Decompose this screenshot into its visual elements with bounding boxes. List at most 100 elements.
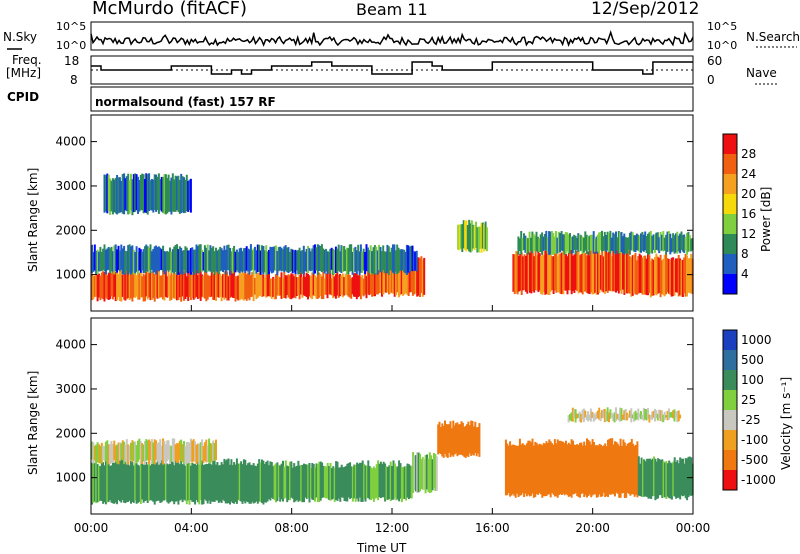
data-cell: [227, 458, 230, 504]
data-cell: [674, 411, 677, 418]
data-cell: [516, 251, 519, 295]
data-cell: [284, 245, 287, 271]
data-cell: [219, 465, 222, 502]
data-cell: [125, 464, 128, 503]
data-cell: [373, 245, 376, 275]
data-cell: [149, 180, 152, 211]
data-cell: [513, 444, 516, 496]
data-cell: [399, 249, 401, 271]
data-cell: [224, 249, 227, 275]
data-cell: [114, 271, 117, 302]
data-cell: [251, 272, 254, 297]
data-cell: [242, 459, 245, 502]
data-cell: [189, 465, 192, 501]
data-cell: [241, 251, 244, 273]
data-cell: [238, 463, 241, 501]
data-cell: [539, 234, 542, 252]
data-cell: [171, 461, 174, 502]
data-cell: [99, 445, 102, 464]
data-cell: [587, 236, 590, 250]
data-cell: [131, 268, 134, 302]
data-cell: [159, 247, 162, 271]
data-cell: [535, 231, 538, 252]
data-cell: [346, 463, 349, 502]
data-cell: [288, 275, 291, 299]
data-cell: [545, 249, 548, 294]
data-cell: [287, 247, 290, 274]
data-cell: [276, 271, 279, 296]
data-cell: [230, 269, 233, 297]
data-cell: [616, 237, 619, 251]
data-cell: [580, 442, 583, 494]
data-cell: [194, 249, 197, 274]
data-cell: [655, 253, 658, 296]
data-cell: [210, 443, 213, 462]
data-cell: [155, 245, 158, 275]
data-cell: [157, 442, 160, 465]
colorbar-label: 25: [741, 393, 756, 407]
data-cell: [340, 275, 343, 296]
data-cell: [581, 236, 584, 254]
data-cell: [668, 460, 671, 499]
data-cell: [549, 231, 552, 255]
data-cell: [222, 250, 224, 272]
data-cell: [602, 256, 605, 293]
colorbar-label: 20: [741, 187, 756, 201]
data-cell: [178, 464, 181, 501]
data-cell: [559, 253, 562, 294]
data-cell: [315, 277, 318, 299]
data-cell: [632, 443, 635, 495]
data-cell: [125, 176, 128, 212]
data-cell: [102, 248, 105, 270]
data-cell: [652, 234, 655, 250]
data-cell: [104, 269, 107, 298]
data-cell: [305, 464, 308, 499]
data-cell: [624, 236, 627, 254]
data-cell: [212, 440, 215, 461]
data-cell: [160, 460, 163, 503]
data-cell: [336, 271, 339, 296]
data-cell: [215, 439, 217, 461]
data-cell: [387, 246, 390, 275]
data-cell: [381, 464, 384, 498]
data-cell: [286, 465, 289, 503]
data-cell: [163, 174, 166, 214]
data-cell: [106, 173, 109, 214]
data-cell: [176, 244, 178, 275]
data-cell: [633, 445, 636, 497]
data-cell: [362, 248, 365, 271]
data-cell: [399, 463, 402, 499]
data-cell: [676, 231, 679, 254]
data-cell: [96, 249, 99, 275]
data-cell: [523, 444, 526, 497]
data-cell: [123, 274, 126, 300]
data-cell: [669, 260, 672, 295]
data-cell: [302, 245, 305, 275]
data-cell: [481, 222, 484, 249]
data-cell: [322, 271, 325, 300]
data-cell: [96, 464, 99, 503]
data-cell: [173, 246, 176, 274]
data-cell: [637, 234, 640, 251]
data-cell: [688, 258, 691, 294]
data-cell: [612, 414, 615, 421]
y-tick-label: 3000: [55, 382, 86, 396]
data-cell: [462, 220, 465, 249]
data-cell: [148, 247, 151, 271]
data-cell: [116, 461, 119, 505]
date-title: 12/Sep/2012: [591, 0, 700, 19]
data-cell: [669, 233, 672, 255]
data-cell: [234, 464, 237, 502]
data-cell: [157, 462, 160, 501]
data-cell: [563, 234, 566, 255]
data-cell: [372, 466, 375, 502]
data-cell: [476, 227, 479, 253]
data-cell: [107, 461, 110, 502]
data-cell: [163, 251, 166, 275]
data-cell: [620, 408, 623, 421]
data-cell: [156, 270, 159, 299]
data-cell: [606, 252, 609, 293]
data-cell: [607, 439, 609, 497]
data-cell: [598, 407, 601, 420]
data-cell: [307, 273, 309, 300]
